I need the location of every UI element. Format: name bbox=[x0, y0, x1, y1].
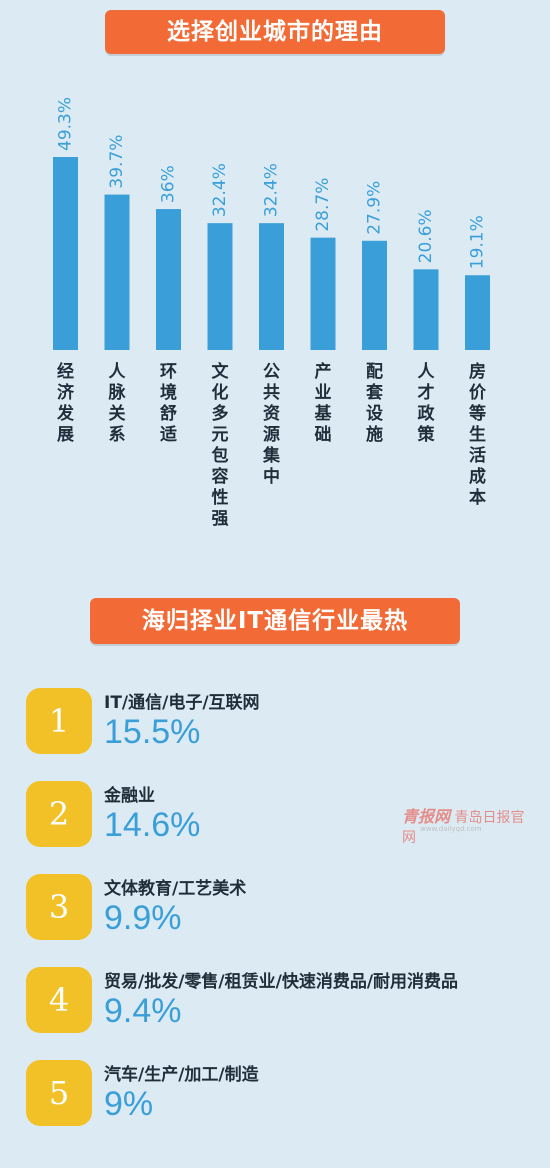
category-label: 人才政策 bbox=[418, 362, 436, 445]
bar-7 bbox=[362, 240, 387, 350]
chart-title-banner: 选择创业城市的理由 bbox=[105, 10, 445, 54]
rank-badge: 4 bbox=[26, 967, 92, 1033]
ranking-item-2: 2 金融业 14.6% bbox=[26, 781, 546, 874]
category-label: 文化多元包容性强 bbox=[212, 361, 230, 529]
category-label: 人脉关系 bbox=[108, 362, 127, 445]
bar-1 bbox=[53, 157, 78, 350]
industry-title-banner: 海归择业IT通信行业最热 bbox=[90, 598, 460, 644]
bar-value-label: 32.4% bbox=[210, 163, 230, 217]
watermark-logo: 青报网 青岛日报官网 www.dailyqd.com bbox=[402, 803, 532, 846]
rank-badge: 1 bbox=[26, 688, 92, 754]
industry-value: 9.4% bbox=[104, 992, 182, 1030]
category-label: 产业基础 bbox=[314, 361, 333, 445]
bar-value-label: 49.3% bbox=[56, 97, 76, 151]
rank-badge: 3 bbox=[26, 874, 92, 940]
industry-value: 15.5% bbox=[104, 713, 201, 751]
bar-value-label: 32.4% bbox=[262, 163, 282, 217]
industry-label: 贸易/批发/零售/租赁业/快速消费品/耐用消费品 bbox=[104, 972, 459, 992]
category-label: 配套设施 bbox=[365, 362, 384, 445]
industry-value: 14.6% bbox=[104, 806, 201, 844]
industry-title: 海归择业IT通信行业最热 bbox=[141, 608, 409, 634]
ranking-item-3: 3 文体教育/工艺美术 9.9% bbox=[26, 874, 546, 967]
rank-badge: 2 bbox=[26, 781, 92, 847]
watermark-url: www.dailyqd.com bbox=[420, 825, 482, 833]
bar-9 bbox=[465, 275, 490, 350]
industry-value: 9.9% bbox=[104, 899, 182, 937]
watermark-main: 青报网 bbox=[402, 807, 451, 826]
bar-value-label: 28.7% bbox=[313, 178, 333, 232]
chart-title: 选择创业城市的理由 bbox=[167, 19, 383, 45]
bar-3 bbox=[156, 209, 181, 350]
industry-ranking-list: 1 IT/通信/电子/互联网 15.5% 2 金融业 14.6% 3 文体教育/… bbox=[26, 688, 546, 1153]
bar-value-label: 19.1% bbox=[468, 215, 488, 269]
category-label: 经济发展 bbox=[56, 361, 75, 445]
industry-label: 金融业 bbox=[104, 786, 155, 806]
watermark-sub: 青岛日报官网 bbox=[402, 810, 525, 846]
category-label: 公共资源集中 bbox=[262, 362, 281, 487]
rank-badge: 5 bbox=[26, 1060, 92, 1126]
bar-value-label: 39.7% bbox=[107, 135, 127, 189]
industry-label: IT/通信/电子/互联网 bbox=[104, 693, 260, 713]
bar-6 bbox=[310, 237, 336, 350]
industry-label: 文体教育/工艺美术 bbox=[104, 879, 247, 899]
bar-4 bbox=[207, 223, 233, 350]
category-label: 房价等生活成本 bbox=[469, 361, 487, 508]
category-label: 环境舒适 bbox=[160, 362, 177, 445]
bar-value-label: 20.6% bbox=[416, 209, 436, 263]
industry-label: 汽车/生产/加工/制造 bbox=[104, 1065, 259, 1085]
ranking-item-5: 5 汽车/生产/加工/制造 9% bbox=[26, 1060, 546, 1153]
ranking-item-4: 4 贸易/批发/零售/租赁业/快速消费品/耐用消费品 9.4% bbox=[26, 967, 546, 1060]
bar-value-label: 36% bbox=[159, 165, 179, 203]
bar-value-label: 27.9% bbox=[365, 181, 385, 235]
industry-value: 9% bbox=[104, 1085, 154, 1123]
bar-2 bbox=[104, 194, 130, 350]
ranking-item-1: 1 IT/通信/电子/互联网 15.5% bbox=[26, 688, 546, 781]
bar-8 bbox=[413, 269, 439, 350]
bar-5 bbox=[259, 223, 284, 350]
bar-chart: 49.3% 经济发展 39.7% 人脉关系 36% 环境舒适 32.4% 文化多元包容性强 32… bbox=[53, 97, 490, 529]
